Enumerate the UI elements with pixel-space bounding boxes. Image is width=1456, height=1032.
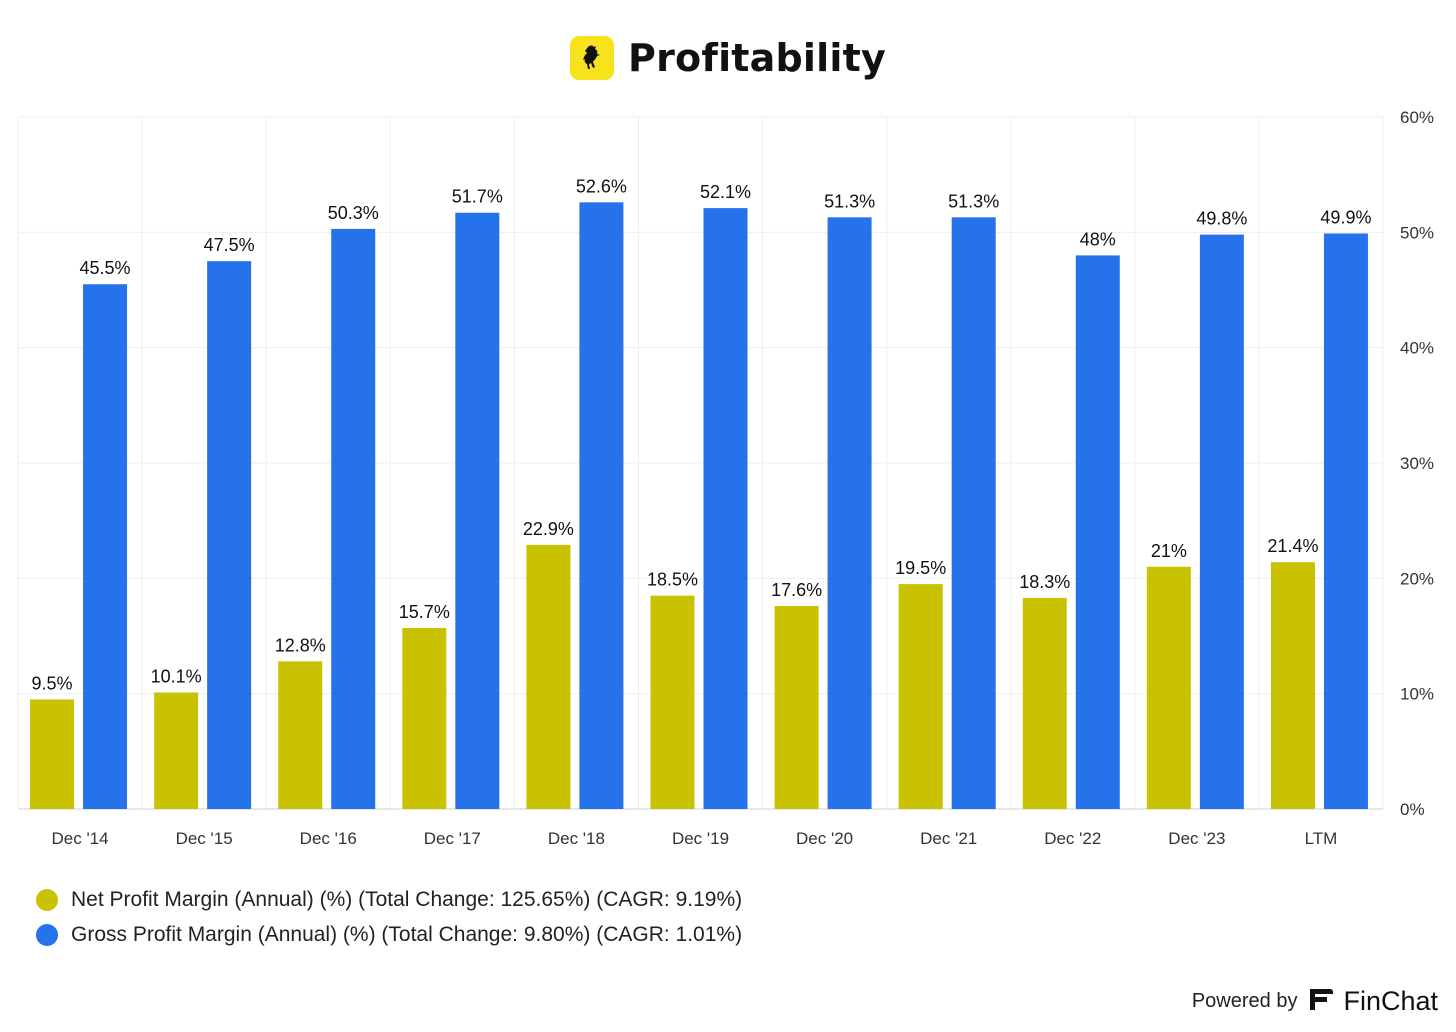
chart-title: Profitability xyxy=(628,36,886,80)
y-tick-label: 60% xyxy=(1400,108,1434,127)
data-label: 9.5% xyxy=(32,673,73,693)
prancing-horse-icon xyxy=(570,36,615,80)
chart-header: Profitability xyxy=(0,32,1456,84)
data-label: 51.3% xyxy=(824,191,875,211)
bar-net-profit xyxy=(898,584,943,809)
legend-dot-gross xyxy=(36,923,58,946)
x-tick-label: Dec '19 xyxy=(672,829,729,848)
bar-chart: 0% 10% 20% 30% 40% 50% 60% 9.5% 45.5% Dec '14 10.1… xyxy=(17,108,1434,848)
data-label: 21% xyxy=(1151,541,1187,561)
data-label: 22.9% xyxy=(523,519,574,539)
x-tick-label: Dec '15 xyxy=(176,829,233,848)
data-label: 45.5% xyxy=(80,258,131,278)
x-tick-label: LTM xyxy=(1305,829,1338,848)
bar-net-profit xyxy=(278,661,323,809)
x-tick-label: Dec '16 xyxy=(300,829,357,848)
y-tick-label: 50% xyxy=(1400,223,1434,242)
data-label: 19.5% xyxy=(895,558,946,578)
finchat-brand-name: FinChat xyxy=(1343,986,1438,1016)
x-tick-label: Dec '21 xyxy=(920,829,977,848)
data-label: 17.6% xyxy=(771,580,822,600)
bar-gross-profit xyxy=(579,202,624,809)
bar-gross-profit xyxy=(951,217,996,810)
data-label: 51.7% xyxy=(452,187,503,207)
data-label: 12.8% xyxy=(275,635,326,655)
data-label: 18.5% xyxy=(647,570,698,590)
data-label: 18.3% xyxy=(1019,572,1070,592)
bar-gross-profit xyxy=(1199,234,1244,809)
x-tick-label: Dec '14 xyxy=(51,829,108,848)
y-tick-label: 30% xyxy=(1400,454,1434,473)
bar-gross-profit xyxy=(331,228,376,809)
bar-gross-profit xyxy=(207,261,252,810)
y-tick-label: 20% xyxy=(1400,569,1434,588)
powered-by-text: Powered by xyxy=(1191,990,1298,1012)
data-label: 48% xyxy=(1080,229,1116,249)
legend-dot-net xyxy=(36,888,58,911)
bar-net-profit xyxy=(30,699,75,809)
powered-by-finchat[interactable]: Powered by FinChat xyxy=(1192,985,1438,1018)
data-label: 52.1% xyxy=(700,182,751,202)
bar-net-profit xyxy=(1270,562,1315,809)
bar-net-profit xyxy=(526,544,571,809)
data-label: 47.5% xyxy=(204,235,255,255)
bar-gross-profit xyxy=(83,284,128,809)
data-label: 49.9% xyxy=(1320,207,1371,227)
y-tick-label: 0% xyxy=(1400,800,1425,819)
bar-net-profit xyxy=(650,595,695,809)
bar-net-profit xyxy=(1146,566,1191,809)
data-label: 51.3% xyxy=(948,191,999,211)
data-label: 21.4% xyxy=(1267,536,1318,556)
data-label: 10.1% xyxy=(151,667,202,687)
bar-gross-profit xyxy=(1323,233,1368,809)
y-tick-label: 10% xyxy=(1400,685,1434,704)
legend-label-net: Net Profit Margin (Annual) (%) (Total Ch… xyxy=(71,887,743,911)
x-tick-label: Dec '18 xyxy=(548,829,605,848)
legend-item-net-profit-margin[interactable]: Net Profit Margin (Annual) (%) (Total Ch… xyxy=(36,882,742,917)
legend-label-gross: Gross Profit Margin (Annual) (%) (Total … xyxy=(71,922,743,946)
bar-gross-profit xyxy=(703,208,748,809)
legend-item-gross-profit-margin[interactable]: Gross Profit Margin (Annual) (%) (Total … xyxy=(36,917,742,952)
x-tick-label: Dec '23 xyxy=(1168,829,1225,848)
y-tick-label: 40% xyxy=(1400,339,1434,358)
x-tick-label: Dec '20 xyxy=(796,829,853,848)
data-label: 50.3% xyxy=(328,203,379,223)
data-label: 15.7% xyxy=(399,602,450,622)
x-tick-label: Dec '22 xyxy=(1044,829,1101,848)
bar-net-profit xyxy=(774,606,819,809)
data-label: 52.6% xyxy=(576,176,627,196)
x-tick-label: Dec '17 xyxy=(424,829,481,848)
bar-net-profit xyxy=(402,627,447,809)
bar-gross-profit xyxy=(1075,255,1120,809)
bar-net-profit xyxy=(1022,597,1067,809)
finchat-logo-icon xyxy=(1307,985,1335,1018)
bar-gross-profit xyxy=(827,217,872,810)
bar-gross-profit xyxy=(455,212,500,809)
data-label: 49.8% xyxy=(1196,209,1247,229)
bar-net-profit xyxy=(154,692,199,809)
chart-legend: Net Profit Margin (Annual) (%) (Total Ch… xyxy=(36,882,742,952)
